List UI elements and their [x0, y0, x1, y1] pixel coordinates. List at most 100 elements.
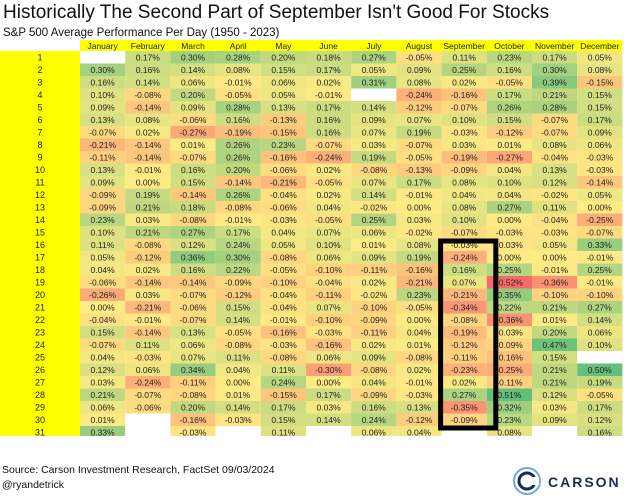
cell-july-7 [351, 126, 397, 139]
cell-february-24 [125, 338, 171, 351]
cell-september-29 [441, 401, 487, 414]
cell-value-january-30: 0.01% [91, 415, 116, 425]
row-label-day-13: 13 [35, 203, 45, 213]
cell-value-november-23: 0.20% [543, 328, 568, 338]
cell-october-7 [486, 126, 532, 139]
cell-value-july-20: -0.02% [360, 290, 387, 300]
cell-value-june-27: 0.00% [317, 378, 342, 388]
cell-value-february-27: -0.24% [134, 378, 161, 388]
cell-value-september-21: -0.34% [451, 303, 478, 313]
cell-september-6 [441, 113, 487, 126]
cell-value-october-19: -0.52% [496, 278, 523, 288]
cell-value-march-5: 0.09% [181, 103, 206, 113]
cell-value-may-30: 0.15% [271, 415, 296, 425]
row-header-band-11 [0, 176, 80, 189]
cell-value-january-4: 0.10% [91, 90, 116, 100]
cell-october-2 [486, 63, 532, 76]
cell-june-2 [306, 63, 352, 76]
cell-december-29 [577, 401, 623, 414]
cell-november-21 [532, 301, 578, 314]
cell-april-12 [215, 188, 261, 201]
cell-july-8 [351, 138, 397, 151]
cell-october-6 [486, 113, 532, 126]
row-label-day-29: 29 [35, 403, 45, 413]
cell-value-march-11: 0.15% [181, 178, 206, 188]
cell-july-1 [351, 51, 397, 64]
cell-value-december-29: 0.17% [588, 403, 613, 413]
cell-august-26 [396, 363, 442, 376]
cell-value-april-16: 0.24% [226, 240, 251, 250]
cell-february-29 [125, 401, 171, 414]
carson-logo: CARSON [512, 466, 620, 496]
cell-value-june-26: -0.30% [315, 365, 342, 375]
cell-january-30 [80, 413, 126, 426]
cell-value-september-16: -0.03% [451, 240, 478, 250]
cell-july-31 [351, 426, 397, 436]
cell-value-february-19: -0.14% [134, 278, 161, 288]
cell-value-december-7: 0.09% [588, 128, 613, 138]
cell-april-8 [215, 138, 261, 151]
cell-value-november-17: 0.00% [543, 253, 568, 263]
cell-value-march-1: 0.30% [181, 53, 206, 63]
cell-august-8 [396, 138, 442, 151]
row-header-band-31 [0, 426, 80, 436]
cell-value-september-2: 0.25% [452, 65, 477, 75]
cell-june-23 [306, 326, 352, 339]
cell-value-august-22: 0.00% [407, 315, 432, 325]
cell-august-3 [396, 76, 442, 89]
cell-value-july-27: 0.04% [362, 378, 387, 388]
cell-november-3 [532, 76, 578, 89]
cell-empty [441, 426, 487, 436]
cell-october-3 [486, 76, 532, 89]
row-header-band-27 [0, 376, 80, 389]
cell-january-2 [80, 63, 126, 76]
cell-value-august-21: -0.05% [406, 303, 433, 313]
cell-november-30 [532, 413, 578, 426]
cell-value-august-25: -0.08% [406, 353, 433, 363]
cell-value-february-7: 0.02% [136, 128, 161, 138]
cell-january-4 [80, 88, 126, 101]
cell-value-november-16: 0.05% [543, 240, 568, 250]
row-label-day-3: 3 [37, 78, 42, 88]
cell-value-may-2: 0.15% [271, 65, 296, 75]
cell-value-april-21: 0.15% [226, 303, 251, 313]
cell-value-march-21: -0.06% [180, 303, 207, 313]
cell-january-17 [80, 251, 126, 264]
cell-february-19 [125, 276, 171, 289]
cell-april-13 [215, 201, 261, 214]
cell-value-october-2: 0.16% [497, 65, 522, 75]
column-header-may: May [275, 41, 292, 51]
cell-november-2 [532, 63, 578, 76]
cell-value-may-12: -0.04% [270, 190, 297, 200]
cell-may-3 [260, 76, 306, 89]
cell-value-april-25: 0.11% [226, 353, 250, 363]
cell-value-september-4: -0.16% [451, 90, 478, 100]
cell-value-november-18: -0.01% [541, 265, 568, 275]
cell-value-november-7: -0.07% [541, 128, 568, 138]
cell-value-august-17: 0.19% [407, 253, 432, 263]
cell-value-september-5: -0.07% [451, 103, 478, 113]
cell-value-october-1: 0.23% [497, 53, 522, 63]
cell-empty [577, 351, 623, 364]
cell-june-17 [306, 251, 352, 264]
cell-november-23 [532, 326, 578, 339]
row-header-band-10 [0, 163, 80, 176]
row-header-band-3 [0, 76, 80, 89]
cell-february-7 [125, 126, 171, 139]
row-label-day-15: 15 [35, 228, 45, 238]
cell-value-january-27: 0.03% [91, 378, 116, 388]
row-header-band-20 [0, 288, 80, 301]
cell-value-march-3: 0.06% [181, 78, 206, 88]
cell-march-27 [170, 376, 216, 389]
cell-september-9 [441, 151, 487, 164]
cell-january-15 [80, 226, 126, 239]
cell-value-march-22: -0.07% [180, 315, 207, 325]
cell-october-8 [486, 138, 532, 151]
cell-value-january-13: -0.09% [89, 203, 116, 213]
cell-june-1 [306, 51, 352, 64]
cell-february-28 [125, 388, 171, 401]
cell-value-february-2: 0.16% [136, 65, 161, 75]
cell-november-10 [532, 163, 578, 176]
cell-september-23 [441, 326, 487, 339]
cell-value-august-23: 0.04% [407, 328, 432, 338]
